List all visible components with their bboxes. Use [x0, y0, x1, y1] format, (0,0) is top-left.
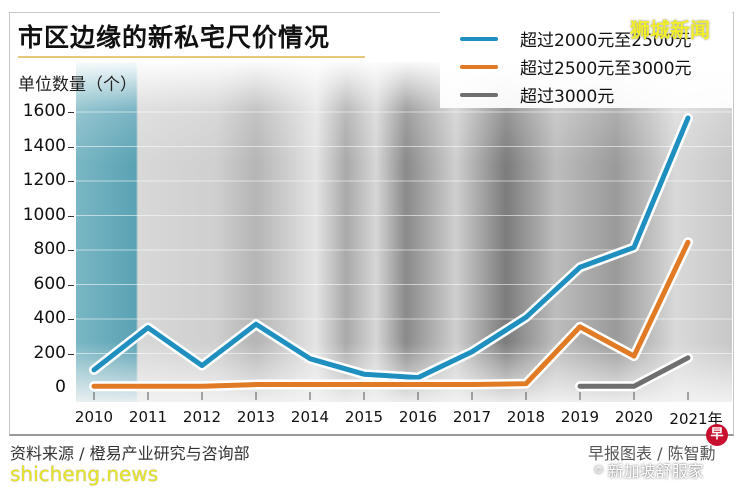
y-tick-label: 1000	[22, 204, 66, 225]
zaobao-logo: 早	[706, 424, 728, 446]
x-tick-label: 2015	[344, 408, 384, 426]
watermark-top: 狮城新闻	[630, 18, 710, 42]
x-tick-label: 2010	[74, 408, 114, 426]
chart-title: 市区边缘的新私宅尺价情况	[18, 23, 331, 52]
legend-item: 超过2500元至3000元	[460, 54, 692, 79]
legend-swatch-orange	[460, 64, 498, 69]
x-tick-label: 2017	[452, 408, 492, 426]
y-tick-mark	[68, 146, 74, 148]
x-tick-label: 2018	[506, 408, 546, 426]
site-watermark: shicheng.news	[10, 462, 159, 486]
x-tick-label: 2011	[128, 408, 168, 426]
x-tick-label: 2013	[236, 408, 276, 426]
series-line	[91, 239, 691, 389]
y-tick-label: 1400	[22, 135, 66, 156]
y-tick-label: 1200	[22, 170, 66, 190]
x-tick-label: 2012	[182, 408, 222, 426]
y-tick-label: 800	[33, 239, 66, 259]
x-tick-label: 2014	[290, 408, 330, 426]
y-tick-mark	[68, 319, 74, 320]
y-tick-mark	[68, 181, 74, 182]
legend-swatch-gray	[460, 92, 498, 97]
y-tick-mark	[68, 284, 74, 286]
y-tick-label: 600	[33, 273, 66, 294]
y-tick-label: 400	[33, 308, 66, 328]
y-tick-label: 0	[55, 377, 66, 397]
y-tick-mark	[68, 250, 74, 251]
legend-label: 超过2500元至3000元	[520, 59, 692, 79]
x-tick-label: 2020	[614, 408, 654, 426]
wechat-watermark: ⌾ 新加坡舒服家	[594, 458, 704, 482]
y-tick-label: 200	[33, 342, 66, 363]
y-tick-mark	[68, 353, 74, 355]
series-line	[91, 115, 691, 381]
y-axis-label: 单位数量（个）	[18, 75, 137, 95]
credit-note: 早报图表 / 陈智勳	[588, 444, 716, 463]
y-tick-label: 1600	[22, 101, 66, 121]
x-tick-label: 2019	[560, 408, 600, 426]
legend-label: 超过3000元	[520, 87, 615, 107]
x-tick-label: 2016	[398, 408, 438, 426]
wechat-label: 新加坡舒服家	[607, 462, 704, 481]
legend-swatch-blue	[460, 36, 498, 41]
source-note: 资料来源 / 橙易产业研究与咨询部	[10, 444, 250, 463]
x-tick-label: 2021年	[669, 410, 723, 428]
legend-item: 超过2000元至2500元	[460, 26, 692, 51]
legend-item: 超过3000元	[460, 82, 614, 107]
legend-label: 超过2000元至2500元	[520, 31, 692, 51]
legend: 超过2000元至2500元 超过2500元至3000元 超过3000元	[440, 12, 732, 108]
background-photo	[76, 62, 732, 402]
wechat-icon: ⌾	[594, 460, 604, 479]
title-underline	[18, 56, 365, 58]
series-line	[577, 355, 691, 389]
y-tick-mark	[68, 112, 74, 113]
y-tick-mark	[68, 215, 74, 217]
